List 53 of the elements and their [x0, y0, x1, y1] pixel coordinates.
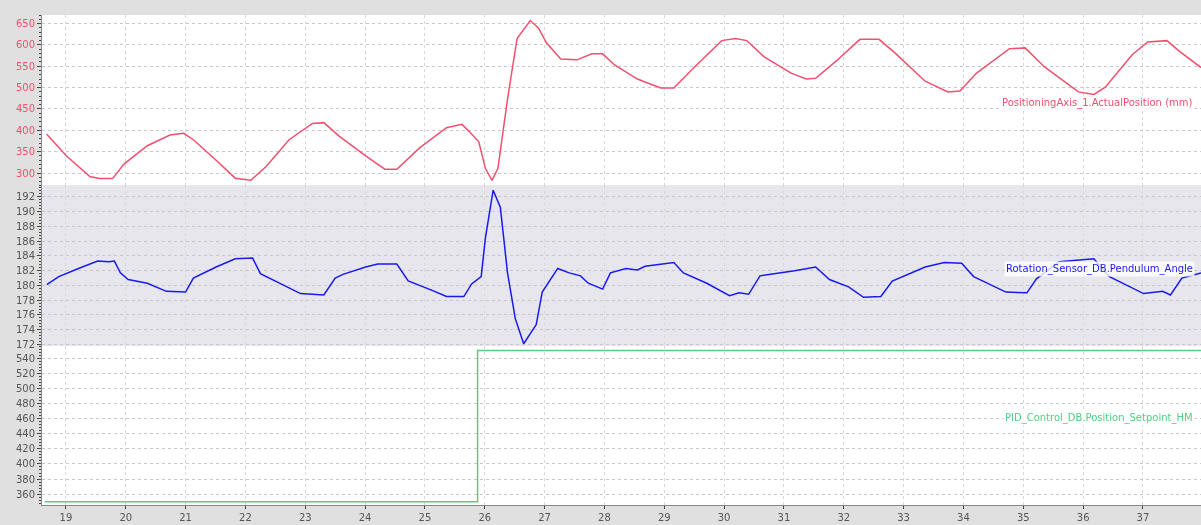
y-tick-label: 550: [15, 60, 35, 72]
x-tick-label: 33: [897, 512, 910, 523]
y-tick-label: 500: [15, 82, 35, 94]
y-tick-label: 440: [15, 428, 35, 440]
x-tick-label: 36: [1076, 512, 1090, 523]
y-tick-label: 192: [15, 191, 35, 203]
x-tick-label: 34: [957, 512, 970, 523]
y-tick-label: 186: [15, 235, 35, 247]
y-tick-label: 500: [15, 382, 35, 394]
line-series: [46, 19, 1201, 182]
y-tick-label: 172: [15, 339, 35, 351]
x-tick-label: 27: [538, 512, 551, 523]
y-tick-label: 400: [15, 458, 35, 470]
y-tick-label: 450: [15, 103, 35, 115]
x-tick-label: 19: [59, 512, 73, 523]
x-tick-label: 21: [179, 512, 192, 523]
y-tick-label: 180: [15, 279, 35, 291]
y-tick-label: 380: [15, 473, 35, 485]
y-tick-label: 520: [15, 367, 35, 379]
x-tick-label: 22: [239, 512, 252, 523]
x-tick-label: 24: [358, 512, 372, 523]
x-tick-label: 23: [298, 512, 312, 523]
y-tick-label: 600: [15, 39, 35, 51]
y-tick-label: 420: [15, 443, 35, 455]
x-tick-label: 35: [1016, 512, 1030, 523]
y-tick-label: 460: [15, 413, 35, 425]
line-series: [46, 189, 1201, 345]
x-tick-label: 26: [478, 512, 492, 523]
x-tick-label: 31: [777, 512, 791, 523]
y-tick-label: 400: [15, 124, 35, 136]
text: PID_Control_DB.Position_Setpoint_HM: [1005, 412, 1193, 424]
y-tick-label: 178: [15, 294, 35, 306]
x-tick-label: 20: [119, 512, 133, 523]
series-label: Rotation_Sensor_DB.Pendulum_Angle: [1006, 263, 1194, 275]
x-tick-label: 28: [598, 512, 611, 523]
x-tick-label: 30: [717, 512, 731, 523]
y-tick-label: 650: [15, 18, 35, 30]
x-tick-label: 29: [657, 512, 671, 523]
series-label: PositioningAxis_1.ActualPosition (mm): [1002, 97, 1193, 109]
y-tick-label: 182: [15, 265, 35, 277]
y-tick-label: 184: [15, 250, 35, 262]
y-tick-label: 174: [15, 324, 35, 336]
y-tick-label: 360: [15, 488, 35, 500]
y-tick-label: 190: [15, 206, 35, 218]
y-tick-label: 176: [15, 309, 35, 321]
x-tick-label: 25: [418, 512, 432, 523]
y-tick-label: 350: [15, 146, 35, 158]
x-tick-label: 37: [1136, 512, 1150, 523]
x-tick-label: 32: [837, 512, 851, 523]
y-tick-label: 300: [15, 167, 35, 179]
y-tick-label: 188: [15, 220, 35, 232]
y-tick-label: 540: [15, 352, 35, 364]
y-tick-label: 480: [15, 397, 35, 409]
